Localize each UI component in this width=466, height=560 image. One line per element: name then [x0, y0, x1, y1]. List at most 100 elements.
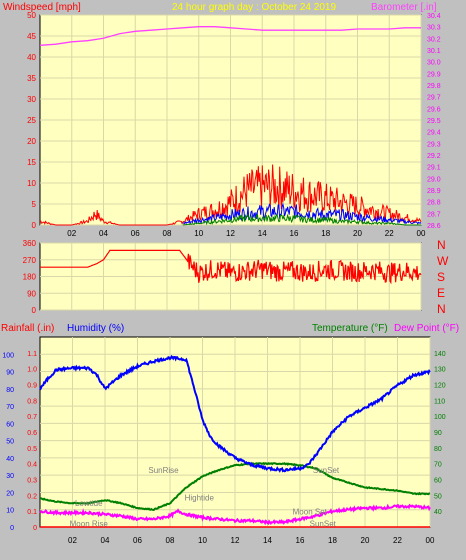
direction-label-3: E — [437, 286, 445, 300]
wind-direction-series-line — [40, 249, 422, 285]
event-marker-5: Moon Set — [293, 507, 328, 516]
bottom-x-tick-label-20: 20 — [361, 536, 370, 545]
temperature-tick-label-60: 60 — [434, 478, 442, 485]
rain-tick-label-11: 1.1 — [27, 351, 37, 358]
wind-tick-label-10: 10 — [27, 179, 36, 188]
barometer-tick-label-9: 29.5 — [427, 118, 441, 125]
rain-tick-label-10: 1.0 — [27, 367, 37, 374]
barometer-tick-label-2: 28.8 — [427, 200, 441, 207]
humidity-tick-label-60: 60 — [6, 421, 14, 428]
barometer-tick-label-16: 30.2 — [427, 36, 441, 43]
direction-tick-label-270: 270 — [23, 256, 37, 265]
wind-gust-series-line — [39, 164, 422, 226]
barometer-tick-label-14: 30.0 — [427, 60, 441, 67]
temperature-tick-label-140: 140 — [434, 351, 446, 358]
dewpoint-series-line — [39, 503, 431, 526]
bottom-x-tick-label-12: 12 — [231, 536, 240, 545]
rain-tick-label-8: 0.8 — [27, 398, 37, 405]
bottom-x-tick-label-08: 08 — [166, 536, 175, 545]
temperature-tick-label-50: 50 — [434, 493, 442, 500]
wind-tick-label-40: 40 — [27, 53, 36, 62]
temperature-tick-label-120: 120 — [434, 383, 446, 390]
rain-tick-label-1: 0.1 — [27, 509, 37, 516]
bottom-x-tick-label-22: 22 — [393, 536, 402, 545]
rain-tick-label-3: 0.3 — [27, 478, 37, 485]
wind-tick-label-5: 5 — [32, 200, 37, 209]
direction-tick-label-360: 360 — [23, 239, 37, 248]
humidity-tick-label-80: 80 — [6, 387, 14, 394]
barometer-tick-label-17: 30.3 — [427, 25, 441, 32]
barometer-tick-label-0: 28.6 — [427, 223, 441, 230]
humidity-tick-label-20: 20 — [6, 490, 14, 497]
wind-tick-label-30: 30 — [27, 95, 36, 104]
event-marker-6: SunSet — [310, 520, 337, 529]
barometer-tick-label-15: 30.1 — [427, 48, 441, 55]
barometer-series-line — [39, 26, 421, 46]
barometer-tick-label-5: 29.1 — [427, 165, 441, 172]
direction-tick-label-0: 0 — [32, 306, 37, 315]
wind-tick-label-25: 25 — [27, 116, 36, 125]
humidity-tick-label-10: 10 — [6, 508, 14, 515]
bottom-x-tick-label-00: 00 — [426, 536, 435, 545]
wind-x-tick-label-04: 04 — [99, 229, 108, 238]
direction-label-1: W — [437, 254, 449, 268]
barometer-tick-label-10: 29.6 — [427, 106, 441, 113]
bottom-x-tick-label-02: 02 — [68, 536, 77, 545]
dewpoint-axis-title: Dew Point (°F) — [394, 323, 459, 334]
humidity-tick-label-90: 90 — [6, 370, 14, 377]
wind-x-tick-label-12: 12 — [226, 229, 235, 238]
wind-x-tick-label-06: 06 — [131, 229, 140, 238]
direction-label-2: S — [437, 270, 445, 284]
barometer-tick-label-18: 30.4 — [427, 13, 441, 20]
event-marker-4: SunSet — [313, 466, 340, 475]
rain-tick-label-2: 0.2 — [27, 493, 37, 500]
humidity-tick-label-40: 40 — [6, 456, 14, 463]
bottom-x-tick-label-10: 10 — [198, 536, 207, 545]
barometer-tick-label-8: 29.4 — [427, 130, 441, 137]
wind-x-tick-label-16: 16 — [290, 229, 299, 238]
rainfall-axis-title: Rainfall (.in) — [1, 323, 54, 334]
wind-x-tick-label-00: 00 — [417, 229, 426, 238]
wind-x-tick-label-18: 18 — [321, 229, 330, 238]
temperature-tick-label-80: 80 — [434, 446, 442, 453]
barometer-tick-label-4: 29.0 — [427, 176, 441, 183]
humidity-tick-label-50: 50 — [6, 439, 14, 446]
humidity-tick-label-0: 0 — [10, 525, 14, 532]
barometer-tick-label-3: 28.9 — [427, 188, 441, 195]
wind-direction-marks: 0 90 180 270 360 — [23, 239, 422, 315]
temperature-tick-label-90: 90 — [434, 430, 442, 437]
temperature-tick-label-100: 100 — [434, 414, 446, 421]
temperature-axis-title: Temperature (°F) — [312, 323, 388, 334]
rain-tick-label-4: 0.4 — [27, 462, 37, 469]
wind-x-tick-label-10: 10 — [194, 229, 203, 238]
rain-tick-label-6: 0.6 — [27, 430, 37, 437]
direction-tick-label-90: 90 — [27, 289, 36, 298]
wind-x-tick-label-20: 20 — [353, 229, 362, 238]
header-barometer-label: Barometer [.in] — [371, 2, 437, 13]
humidity-temperature-marks: 010203040506070809010000.10.20.30.40.50.… — [2, 337, 446, 545]
barometer-tick-label-6: 29.2 — [427, 153, 441, 160]
wind-barometer-marks: 0 5 10 15 20 25 30 35 40 45 50 28.6 28.7 28.8 28.9 29.0… — [27, 11, 441, 238]
wind-x-tick-label-22: 22 — [385, 229, 394, 238]
barometer-tick-label-7: 29.3 — [427, 141, 441, 148]
humidity-axis-title: Humidity (%) — [67, 323, 124, 334]
wind-tick-label-20: 20 — [27, 137, 36, 146]
wind-tick-label-35: 35 — [27, 74, 36, 83]
wind-x-tick-label-14: 14 — [258, 229, 267, 238]
wind-tick-label-0: 0 — [32, 221, 37, 230]
barometer-tick-label-1: 28.7 — [427, 211, 441, 218]
barometer-tick-label-11: 29.7 — [427, 95, 441, 102]
wind-tick-label-50: 50 — [27, 11, 36, 20]
temperature-tick-label-130: 130 — [434, 367, 446, 374]
header-date-label: 24 hour graph day : October 24 2019 — [172, 2, 336, 13]
event-marker-3: Hightide — [185, 494, 215, 503]
rain-tick-label-0: 0 — [33, 525, 37, 532]
humidity-tick-label-30: 30 — [6, 473, 14, 480]
wind-low-series-line — [182, 213, 421, 226]
rain-tick-label-7: 0.7 — [27, 414, 37, 421]
wind-tick-label-15: 15 — [27, 158, 36, 167]
temperature-tick-label-70: 70 — [434, 462, 442, 469]
temperature-series-line — [40, 462, 431, 512]
